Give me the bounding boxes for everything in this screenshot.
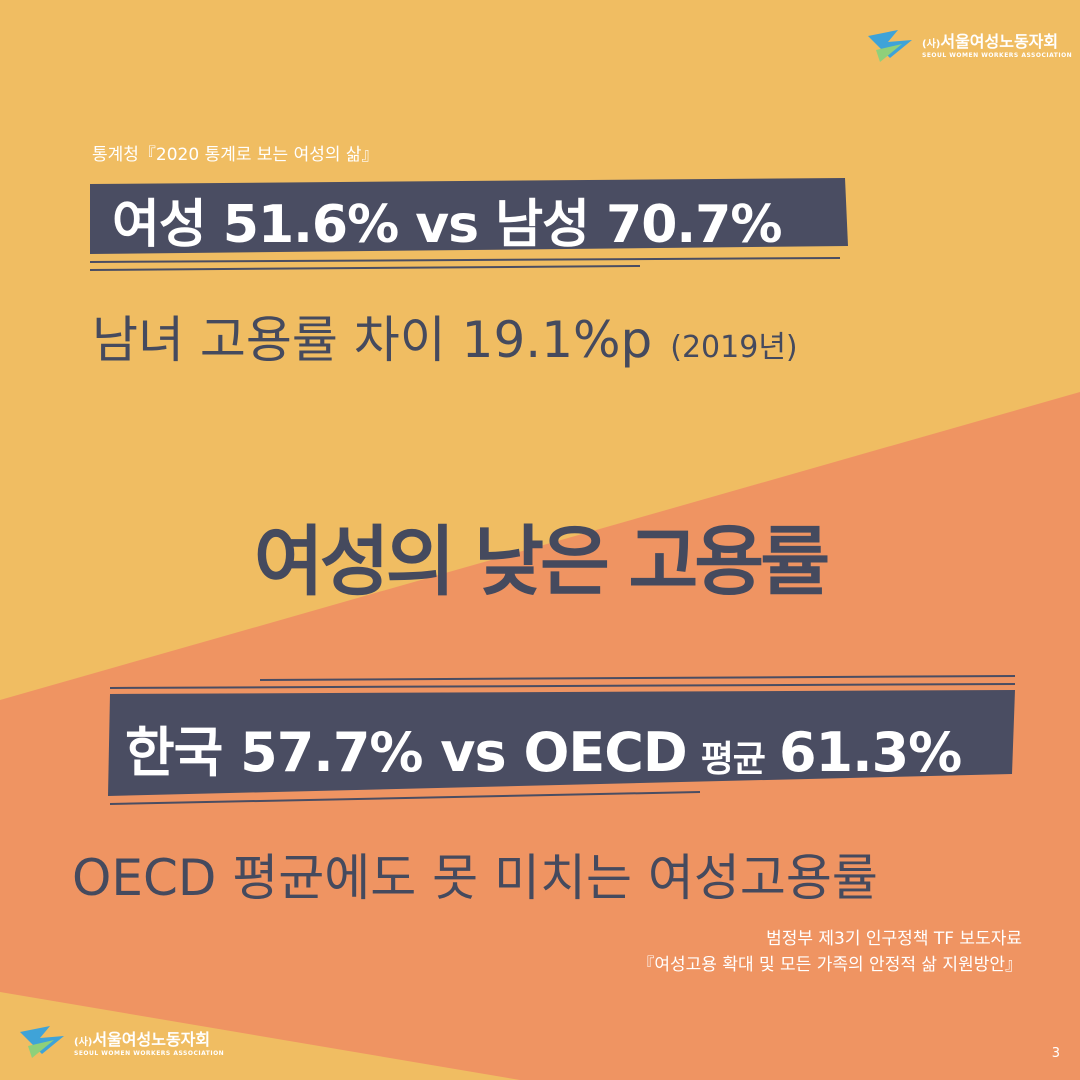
logo-prefix: (사) <box>74 1037 93 1048</box>
logo-english: SEOUL WOMEN WORKERS ASSOCIATION <box>74 1050 225 1057</box>
logo-name: 서울여성노동자회 <box>92 1030 211 1049</box>
logo-english: SEOUL WOMEN WORKERS ASSOCIATION <box>922 52 1073 59</box>
headline-part: 한국 57.7% vs OECD <box>125 721 688 784</box>
source-line: 범정부 제3기 인구정책 TF 보도자료 <box>766 929 1022 949</box>
page-number: 3 <box>1051 1046 1060 1061</box>
subline-note: (2019년) <box>670 330 798 365</box>
rule <box>89 257 841 263</box>
logo-name: 서울여성노동자회 <box>940 32 1059 51</box>
logo-mark <box>20 30 912 1058</box>
rule <box>109 791 701 805</box>
title: 여성의 낮은 고용률 <box>253 517 830 606</box>
rule <box>109 683 1016 689</box>
rule <box>259 675 1016 681</box>
source: 통계청『2020 통계로 보는 여성의 삶』 <box>92 145 379 165</box>
source-line: 『여성고용 확대 및 모든 가족의 안정적 삶 지원방안』 <box>637 955 1022 975</box>
subline-text: 남녀 고용률 차이 19.1%p <box>92 311 653 369</box>
headline-part: 61.3% <box>778 721 962 784</box>
headline-box <box>108 690 1015 796</box>
headline: 한국 57.7% vs OECD 평균 61.3% <box>125 708 962 787</box>
rule <box>89 265 641 271</box>
headline-part: 평균 <box>700 739 766 780</box>
logo: (사)서울여성노동자회 SEOUL WOMEN WORKERS ASSOCIAT… <box>74 1026 224 1057</box>
logo: (사)서울여성노동자회 SEOUL WOMEN WORKERS ASSOCIAT… <box>922 28 1072 59</box>
logo-prefix: (사) <box>922 39 941 50</box>
headline-box <box>90 178 848 254</box>
subline: 남녀 고용률 차이 19.1%p (2019년) <box>92 300 798 372</box>
headline: 여성 51.6% vs 남성 70.7% <box>112 195 782 255</box>
subline: OECD 평균에도 못 미치는 여성고용률 <box>72 849 878 907</box>
source: 범정부 제3기 인구정책 TF 보도자료 『여성고용 확대 및 모든 가족의 안… <box>637 926 1022 978</box>
